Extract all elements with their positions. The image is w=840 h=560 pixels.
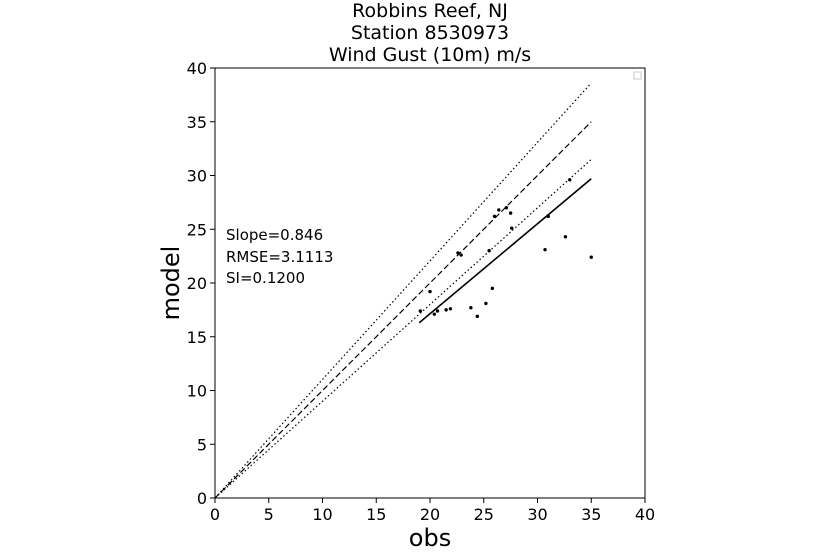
stats-annotation: Slope=0.846 RMSE=3.1113 SI=0.1200: [226, 226, 333, 287]
data-point: [432, 312, 436, 316]
title-line-3: Wind Gust (10m) m/s: [329, 44, 531, 66]
data-point: [428, 289, 432, 294]
one-to-one-line: [214, 121, 592, 499]
data-point: [444, 308, 448, 312]
x-tick-label: 0: [210, 505, 220, 524]
x-tick-label: 35: [581, 505, 601, 524]
lower-bound-line: [214, 158, 592, 499]
chart-title: Robbins Reef, NJ Station 8530973 Wind Gu…: [329, 0, 531, 66]
data-point: [497, 208, 501, 212]
y-tick-label: 0: [197, 489, 207, 508]
data-points: [418, 178, 593, 319]
data-point: [487, 249, 491, 253]
data-point: [475, 314, 479, 319]
title-line-2: Station 8530973: [351, 22, 509, 44]
x-tick-label: 20: [420, 505, 440, 524]
data-point: [492, 214, 497, 219]
y-tick-label: 30: [187, 167, 207, 186]
x-tick-label: 5: [264, 505, 274, 524]
data-point: [448, 307, 453, 311]
x-tick-label: 15: [366, 505, 386, 524]
y-tick-label: 5: [197, 435, 207, 454]
stat-si: SI=0.1200: [226, 269, 305, 287]
y-axis-label: model: [157, 246, 185, 321]
data-point: [510, 226, 514, 230]
data-point: [456, 251, 460, 255]
data-point: [589, 255, 593, 259]
x-axis-label: obs: [409, 524, 451, 552]
y-tick-label: 25: [187, 220, 207, 239]
x-tick-label: 40: [635, 505, 655, 524]
fit-line: [418, 178, 592, 324]
y-axis-ticks: 0 5 10 15 20 25 30 35 40: [187, 59, 215, 508]
reference-lines: [214, 82, 592, 499]
y-tick-label: 15: [187, 328, 207, 347]
title-line-1: Robbins Reef, NJ: [352, 0, 508, 22]
upper-bound-line: [214, 82, 592, 499]
data-point: [543, 247, 547, 252]
y-tick-label: 10: [187, 382, 207, 401]
data-point: [508, 211, 513, 215]
data-point: [563, 235, 568, 239]
y-tick-label: 40: [187, 59, 207, 78]
y-tick-label: 35: [187, 113, 207, 132]
legend-box: [633, 71, 642, 80]
data-point: [418, 309, 423, 313]
data-point: [459, 253, 463, 257]
stat-slope: Slope=0.846: [226, 226, 323, 244]
data-point: [504, 206, 509, 210]
x-tick-label: 10: [312, 505, 332, 524]
data-point: [435, 309, 440, 313]
data-point: [484, 301, 488, 306]
x-tick-label: 25: [474, 505, 494, 524]
data-point: [546, 214, 550, 219]
x-axis-ticks: 0 5 10 15 20 25 30 35 40: [210, 498, 655, 524]
data-point: [469, 306, 473, 310]
x-tick-label: 30: [527, 505, 547, 524]
data-point: [490, 286, 495, 291]
stat-rmse: RMSE=3.1113: [226, 248, 333, 266]
data-point: [568, 178, 572, 182]
y-tick-label: 20: [187, 274, 207, 293]
